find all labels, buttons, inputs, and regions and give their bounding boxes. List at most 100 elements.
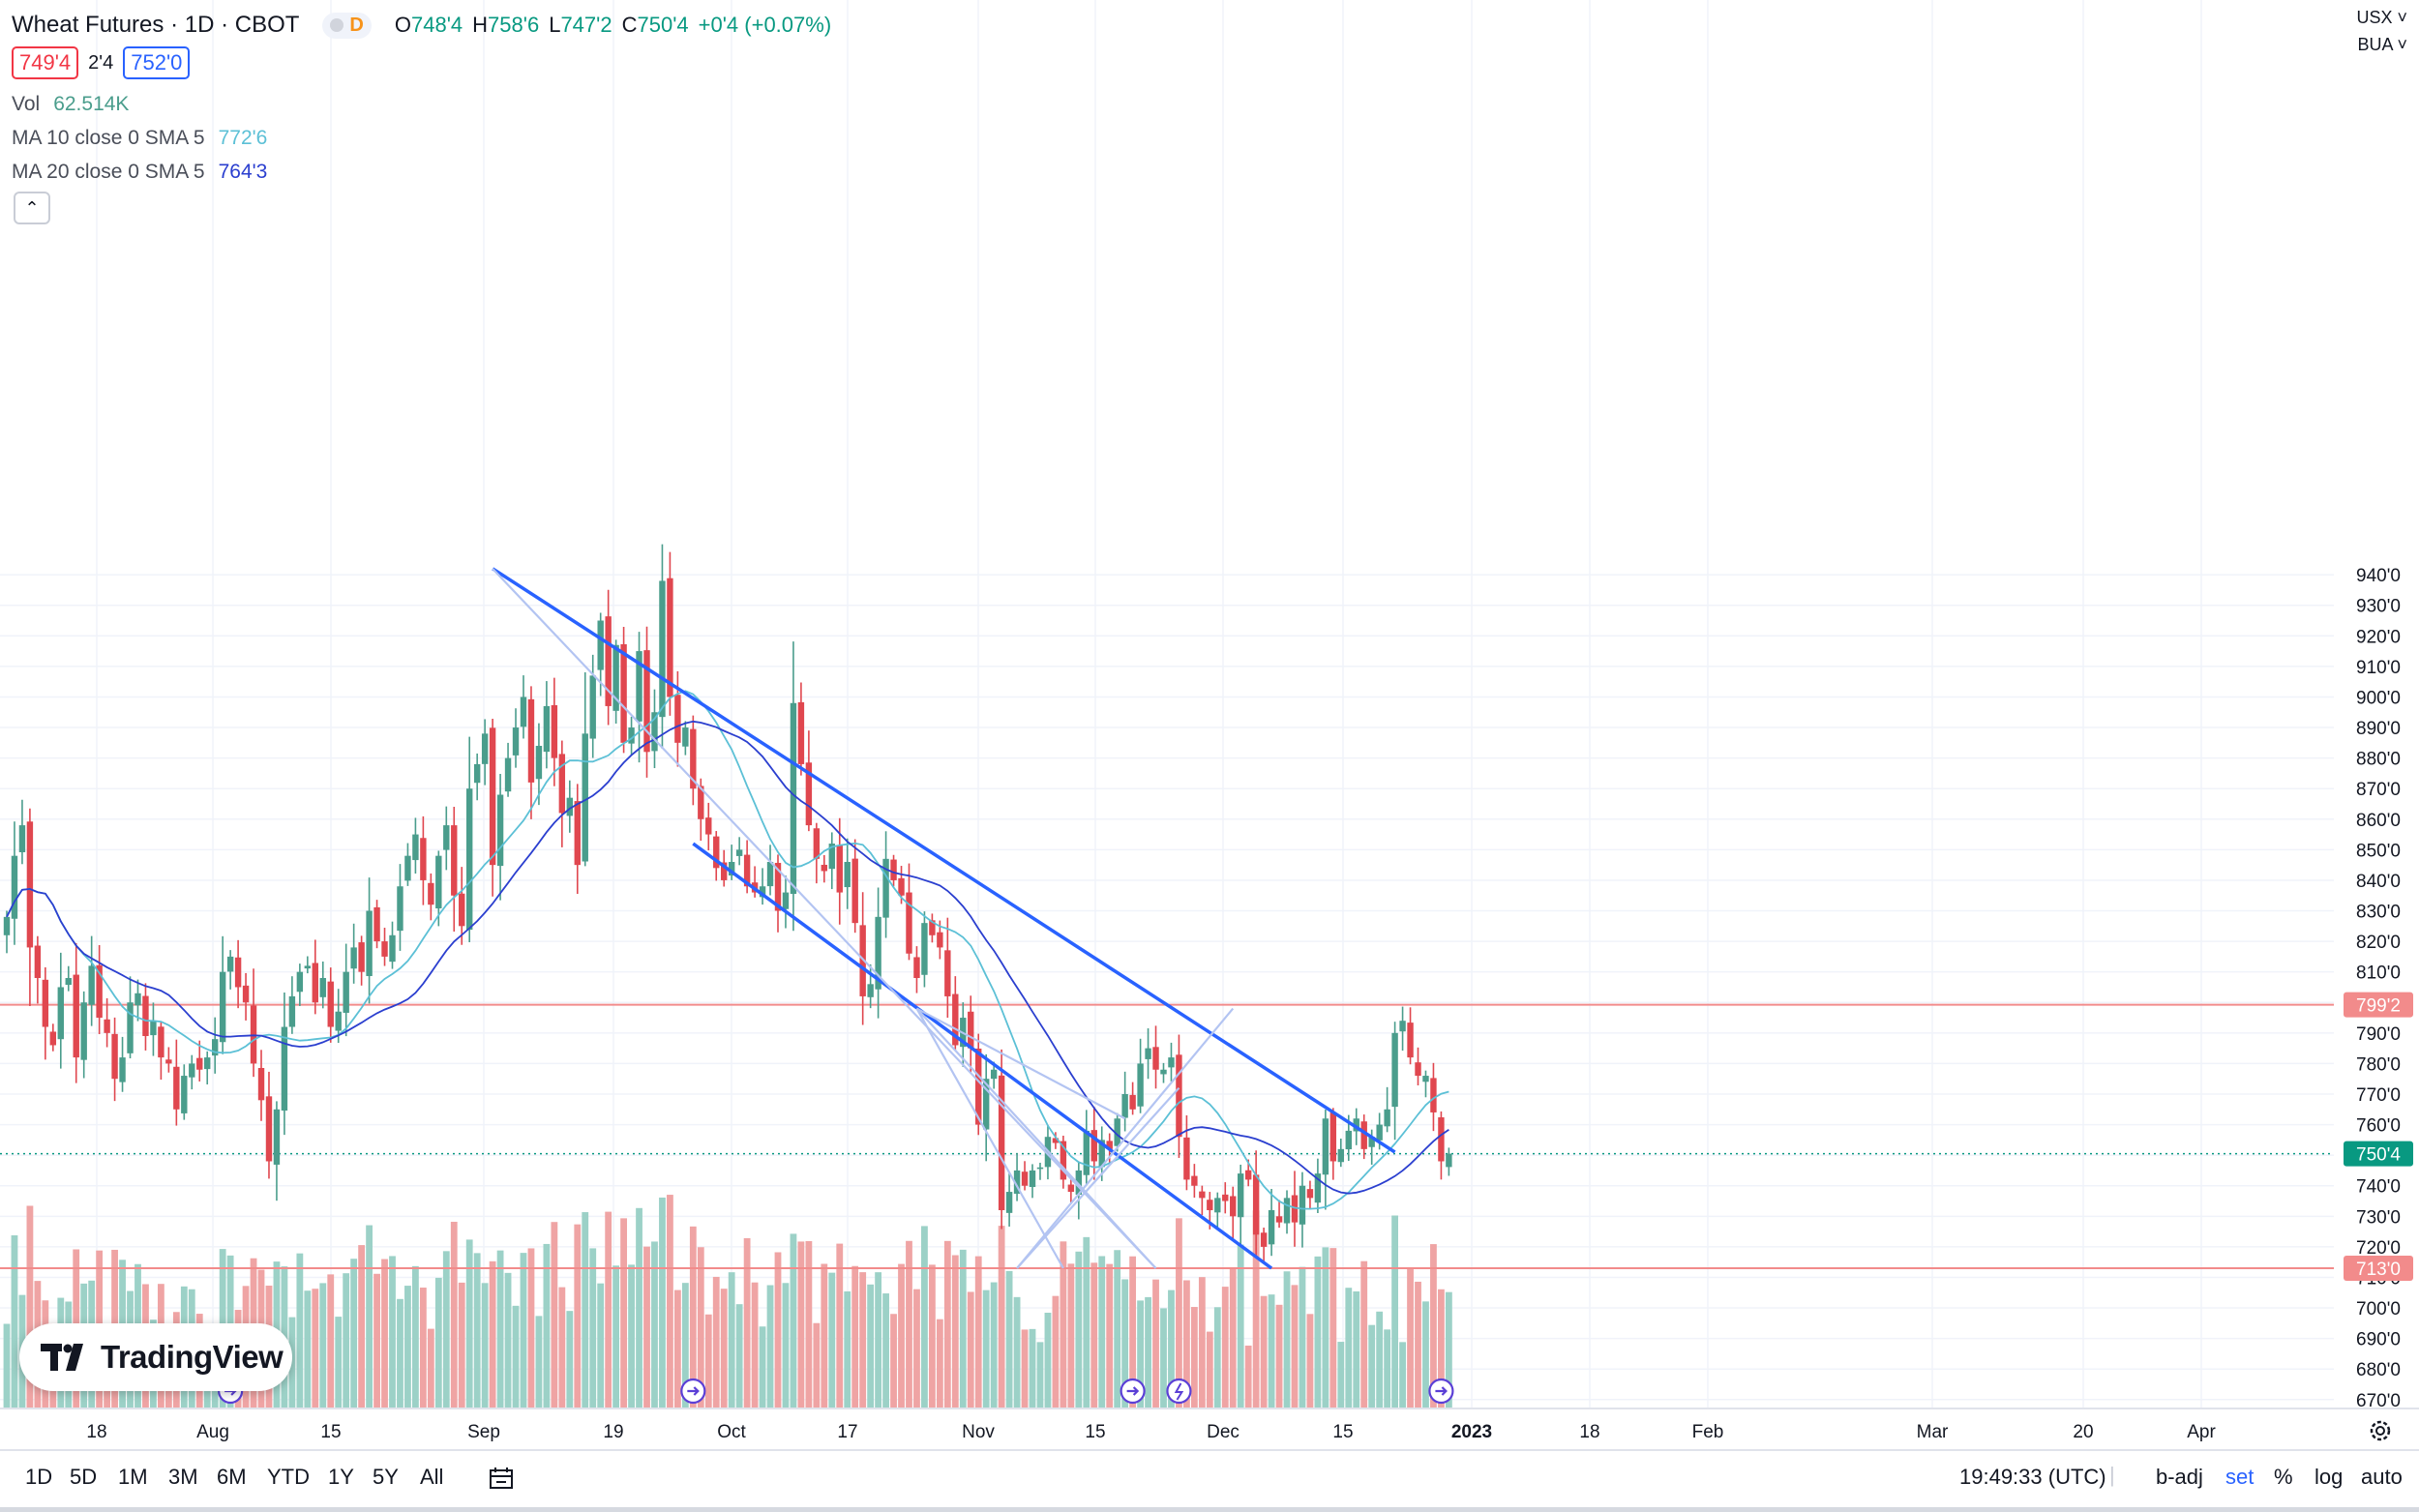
candle: [1029, 1164, 1036, 1199]
candle: [1360, 1114, 1367, 1160]
percent-toggle[interactable]: %: [2274, 1465, 2293, 1489]
tv-logo-icon: [41, 1344, 83, 1371]
candle: [867, 964, 874, 1009]
range-1m-button[interactable]: 1M: [118, 1465, 148, 1489]
event-marker-icon[interactable]: [1120, 1378, 1146, 1405]
range-5y-button[interactable]: 5Y: [373, 1465, 399, 1489]
range-3m-button[interactable]: 3M: [168, 1465, 198, 1489]
volume-bar: [1275, 1304, 1283, 1408]
volume-bar: [720, 1289, 728, 1408]
volume-bar: [1244, 1346, 1252, 1408]
candle: [1314, 1158, 1322, 1213]
price-chart[interactable]: 670'0680'0690'0700'0710'0720'0730'0740'0…: [0, 0, 2419, 1449]
candle: [397, 864, 403, 951]
market-status-badge[interactable]: D: [322, 12, 372, 39]
range-6m-button[interactable]: 6M: [217, 1465, 247, 1489]
y-tick-label: 910'0: [2356, 658, 2401, 678]
collapse-legend-button[interactable]: ⌃: [14, 192, 50, 224]
volume-bar: [551, 1222, 558, 1408]
dividend-marker-icon[interactable]: [1166, 1378, 1192, 1405]
volume-bar: [1438, 1289, 1445, 1408]
candle: [543, 681, 551, 769]
auto-toggle[interactable]: auto: [2361, 1465, 2403, 1489]
volume-bar: [481, 1283, 489, 1408]
volume-bar: [373, 1273, 380, 1408]
candle: [327, 967, 334, 1043]
volume-bar: [527, 1248, 535, 1408]
volume-bar: [821, 1263, 828, 1408]
volume-bar: [1237, 1244, 1244, 1408]
volume-bar: [805, 1240, 813, 1408]
svg-text:750'4: 750'4: [2356, 1145, 2401, 1166]
date-range-icon[interactable]: [488, 1467, 517, 1492]
x-tick-label: Nov: [962, 1422, 995, 1442]
volume-bar: [1145, 1296, 1151, 1408]
volume-bar: [951, 1255, 959, 1408]
currency-selector[interactable]: USX ˅: [2356, 8, 2407, 27]
range-5d-button[interactable]: 5D: [70, 1465, 98, 1489]
candle: [134, 979, 141, 1022]
x-tick-label: 19: [603, 1422, 623, 1442]
volume-legend[interactable]: Vol 62.514K: [12, 93, 130, 115]
sell-price-button[interactable]: 749'4: [12, 46, 79, 79]
range-ytd-button[interactable]: YTD: [267, 1465, 310, 1489]
clock-time[interactable]: 19:49:33 (UTC): [1959, 1465, 2106, 1489]
tradingview-logo[interactable]: TradingView: [19, 1323, 292, 1391]
symbol-title[interactable]: Wheat Futures · 1D · CBOT: [12, 12, 300, 38]
y-tick-label: 700'0: [2356, 1299, 2401, 1319]
y-tick-label: 820'0: [2356, 933, 2401, 953]
volume-bar: [875, 1272, 882, 1408]
volume-bar: [1060, 1241, 1067, 1408]
candle: [913, 946, 920, 993]
volume-bar: [1021, 1329, 1029, 1408]
volume-bar: [1337, 1342, 1345, 1408]
candle: [1422, 1070, 1429, 1098]
unit-selector[interactable]: BUA ˅: [2357, 35, 2407, 54]
volume-bar: [582, 1212, 589, 1408]
candle: [535, 723, 543, 806]
ma20-legend[interactable]: MA 20 close 0 SMA 5 764'3: [12, 161, 268, 183]
candle: [589, 654, 596, 758]
volume-bar: [628, 1264, 635, 1408]
candle: [582, 671, 588, 867]
price-axis-label: 750'4: [2344, 1141, 2413, 1167]
range-all-button[interactable]: All: [420, 1465, 444, 1489]
log-toggle[interactable]: log: [2314, 1465, 2344, 1489]
gear-icon[interactable]: [2370, 1420, 2391, 1441]
y-tick-label: 790'0: [2356, 1024, 2401, 1045]
volume-bar: [558, 1287, 566, 1408]
x-tick-label: 15: [1085, 1422, 1105, 1442]
price-axis[interactable]: 670'0680'0690'0700'0710'0720'0730'0740'0…: [2344, 566, 2413, 1411]
candle: [1230, 1186, 1237, 1239]
event-marker-icon[interactable]: [1428, 1378, 1454, 1405]
candle: [1222, 1182, 1229, 1214]
set-toggle[interactable]: set: [2225, 1465, 2255, 1489]
b-adj-toggle[interactable]: b-adj: [2156, 1465, 2203, 1489]
event-marker-icon[interactable]: [680, 1378, 706, 1405]
candle: [659, 544, 666, 750]
volume-bar: [751, 1282, 759, 1408]
volume-bar: [882, 1293, 889, 1408]
candle: [520, 675, 527, 739]
candle: [636, 632, 642, 763]
ma10-legend[interactable]: MA 10 close 0 SMA 5 772'6: [12, 127, 268, 149]
candle: [944, 917, 951, 1019]
volume-bar: [1168, 1290, 1175, 1408]
time-axis[interactable]: 18 Aug 15 Sep 19 Oct 17 Nov 15 Dec 15 2023 18 Feb Mar 2…: [0, 1408, 2419, 1442]
volume-bar: [636, 1207, 642, 1408]
volume-bar: [867, 1284, 875, 1408]
candle: [150, 1002, 157, 1056]
buy-price-button[interactable]: 752'0: [123, 46, 191, 79]
x-tick-label: 18: [86, 1422, 106, 1442]
range-1y-button[interactable]: 1Y: [328, 1465, 354, 1489]
volume-bar: [358, 1245, 366, 1408]
candle: [104, 997, 110, 1048]
candle: [26, 808, 34, 1007]
range-1d-button[interactable]: 1D: [25, 1465, 53, 1489]
volume-bar: [921, 1226, 928, 1408]
volume-bar: [851, 1265, 859, 1408]
volume-bar: [1176, 1218, 1182, 1408]
candle: [481, 719, 489, 786]
candle: [821, 854, 828, 883]
price-axis-label: 799'2: [2344, 992, 2413, 1018]
